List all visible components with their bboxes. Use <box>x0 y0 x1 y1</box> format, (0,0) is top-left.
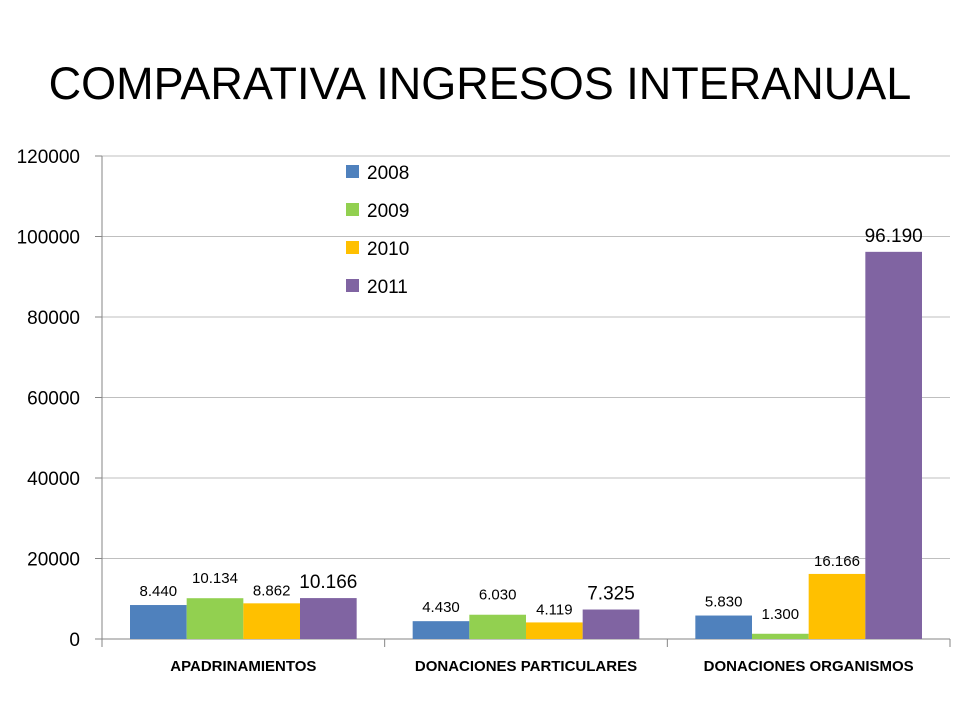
bar-2009-0 <box>186 598 244 639</box>
bar-2009-1 <box>469 614 526 639</box>
data-label-2009-0: 10.134 <box>192 570 238 587</box>
y-tick-label: 40000 <box>27 469 80 490</box>
legend-swatch-2008 <box>346 165 359 178</box>
x-category-label: DONACIONES ORGANISMOS <box>704 658 914 675</box>
y-tick-label: 20000 <box>27 550 80 571</box>
data-label-2010-1: 4.119 <box>536 601 572 618</box>
y-tick-label: 60000 <box>27 389 80 410</box>
chart-gridlines <box>102 155 950 559</box>
legend-swatch-2009 <box>346 203 359 216</box>
bar-2008-1 <box>412 621 470 639</box>
chart-axes: 0 20000 40000 60000 80000 100000 120000 APADRIN… <box>17 147 951 675</box>
bar-2010-2 <box>808 573 866 639</box>
y-tick-label: 120000 <box>17 147 80 168</box>
y-tick-label: 100000 <box>17 228 80 249</box>
chart-data-labels: 8.440 10.134 8.862 10.166 4.430 6.030 4.119 7.3… <box>140 226 923 623</box>
chart-bars <box>130 251 922 639</box>
y-tick-label: 80000 <box>27 308 80 329</box>
data-label-2008-0: 8.440 <box>140 583 178 600</box>
data-label-2011-1: 7.325 <box>587 584 635 605</box>
bar-2009-2 <box>752 633 809 639</box>
legend-swatch-2011 <box>346 279 359 292</box>
legend-label-2010: 2010 <box>367 239 409 260</box>
data-label-2009-1: 6.030 <box>479 587 517 604</box>
data-label-2009-2: 1.300 <box>762 606 800 623</box>
bar-2011-0 <box>300 598 357 639</box>
data-label-2008-1: 4.430 <box>422 599 460 616</box>
bar-2011-2 <box>865 251 922 639</box>
data-label-2011-2: 96.190 <box>865 226 923 247</box>
legend-label-2011: 2011 <box>367 277 408 298</box>
slide-title: COMPARATIVA INGRESOS INTERANUAL <box>48 58 912 109</box>
legend-swatch-2010 <box>346 241 359 254</box>
bar-2010-0 <box>243 603 300 639</box>
bar-2008-0 <box>130 605 187 639</box>
data-label-2008-2: 5.830 <box>705 594 743 611</box>
x-category-label: APADRINAMIENTOS <box>170 658 316 675</box>
legend-label-2008: 2008 <box>367 163 409 184</box>
bar-2008-2 <box>695 615 752 639</box>
y-tick-label: 0 <box>69 630 80 651</box>
data-label-2011-0: 10.166 <box>299 572 357 593</box>
bar-2011-1 <box>582 609 640 639</box>
chart-legend: 2008 2009 2010 2011 <box>346 163 409 298</box>
x-category-label: DONACIONES PARTICULARES <box>415 658 637 675</box>
data-label-2010-2: 16.166 <box>814 553 860 570</box>
legend-label-2009: 2009 <box>367 201 409 222</box>
bar-2010-1 <box>526 622 583 639</box>
data-label-2010-0: 8.862 <box>253 582 291 599</box>
